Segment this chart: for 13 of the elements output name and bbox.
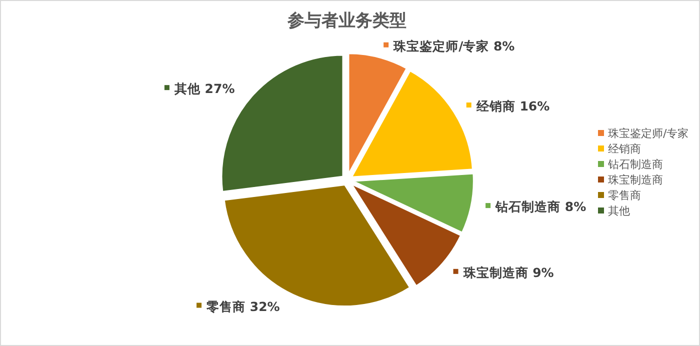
category-label: 零售商 32%: [206, 298, 280, 314]
legend-label: 其他: [608, 204, 630, 218]
legend-label: 钻石制造商: [607, 158, 663, 171]
legend-label: 珠宝鉴定师/专家: [608, 127, 689, 140]
category-label: 经销商 16%: [476, 98, 550, 114]
legend-label: 珠宝制造商: [608, 174, 663, 186]
category-label: 珠宝制造商 9%: [463, 264, 554, 280]
legend-label: 经销商: [608, 142, 641, 156]
category-label: 珠宝鉴定师/专家 8%: [394, 38, 515, 54]
category-label: 其他 27%: [174, 81, 235, 96]
legend-label: 零售商: [608, 189, 641, 202]
category-label: 钻石制造商 8%: [496, 199, 586, 214]
chart-title: 参与者业务类型: [286, 11, 406, 31]
